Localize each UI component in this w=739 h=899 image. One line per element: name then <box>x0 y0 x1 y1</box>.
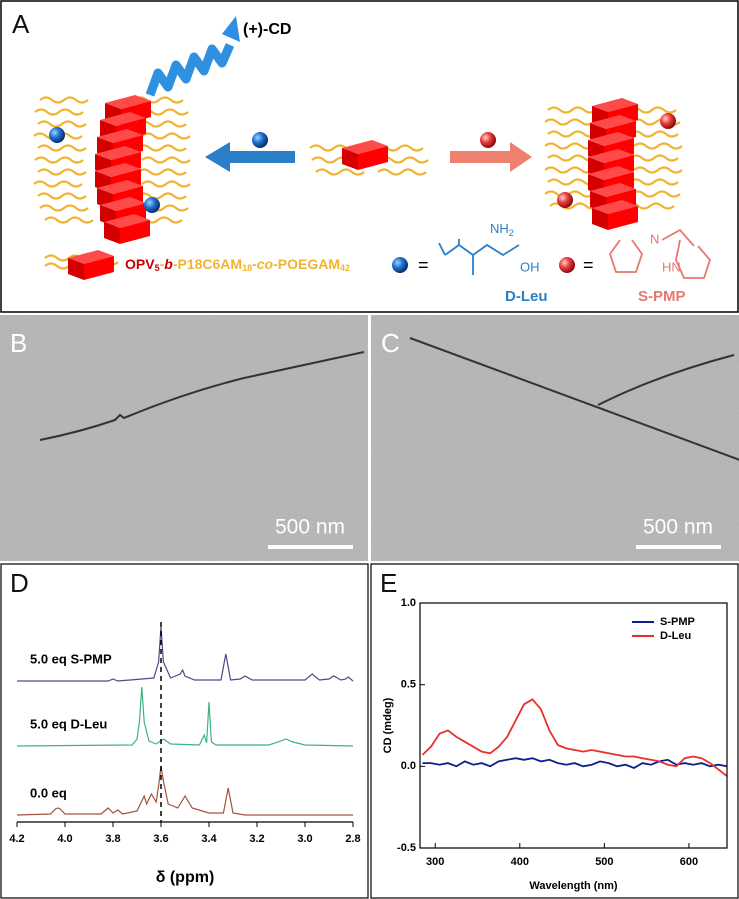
panel-b: B 500 nm <box>0 315 368 561</box>
fiber <box>409 337 739 461</box>
charts: 4.2 4.0 3.8 3.6 3.4 3.2 3.0 2.8 δ (ppm) 5.0 eq S-… <box>9 597 728 892</box>
s-pmp-name: S-PMP <box>638 288 686 305</box>
right-assembly <box>543 98 684 230</box>
spectrum <box>16 686 354 747</box>
x-tick-label: 300 <box>426 856 444 868</box>
y-tick-label: 0.0 <box>401 760 416 772</box>
panel-letter: D <box>10 568 29 598</box>
x-tick-label: 3.4 <box>201 833 217 845</box>
equals: = <box>583 255 594 275</box>
y-tick-label: -0.5 <box>397 842 416 854</box>
x-tick-label: 3.0 <box>297 833 312 845</box>
x-tick-label: 4.0 <box>57 833 72 845</box>
x-tick-label: 2.8 <box>345 833 360 845</box>
d-leu-sphere <box>392 257 408 273</box>
x-axis-label: δ (ppm) <box>156 869 215 886</box>
panel-a: A (+)-CD <box>0 0 739 313</box>
arrow-left <box>205 142 295 172</box>
x-tick-label: 600 <box>680 856 698 868</box>
x-tick-label: 3.2 <box>249 833 264 845</box>
panel-letter: C <box>381 328 400 358</box>
cd-helix-head <box>222 16 240 42</box>
cd-label: (+)-CD <box>243 21 291 38</box>
legend-label: S-PMP <box>660 616 695 628</box>
arrow-right <box>450 142 532 172</box>
spectrum-label: 0.0 eq <box>30 785 67 800</box>
spectrum-label: 5.0 eq D-Leu <box>30 716 107 731</box>
x-tick-label: 4.2 <box>9 833 24 845</box>
panel-letter: E <box>380 568 397 598</box>
panel-frame <box>0 563 369 899</box>
x-tick-label: 500 <box>595 856 613 868</box>
x-tick-label: 3.8 <box>105 833 120 845</box>
oh: OH <box>520 259 540 274</box>
legend-label: D-Leu <box>660 630 691 642</box>
scale-bar <box>636 545 721 549</box>
plot-frame <box>419 602 728 849</box>
panel-letter: A <box>12 9 30 39</box>
y-axis-label: CD (mdeg) <box>382 697 394 753</box>
fiber <box>39 351 365 441</box>
d-leu-sphere <box>252 132 268 148</box>
spectrum-label: 5.0 eq S-PMP <box>30 651 112 666</box>
spectrum <box>17 626 354 682</box>
hn-label: HN <box>662 259 681 274</box>
x-axis-label: Wavelength (nm) <box>529 880 618 892</box>
tem-texture <box>0 315 368 561</box>
scale-bar <box>268 545 353 549</box>
x-tick-label: 3.6 <box>153 833 168 845</box>
polymer-formula: OPV5-b-P18C6AM18-co-POEGAM42 <box>125 256 350 274</box>
left-assembly <box>32 95 192 244</box>
panel-frame <box>370 563 739 899</box>
scale-bar-label: 500 nm <box>275 516 345 539</box>
n-label: N <box>650 231 659 246</box>
d-leu-structure <box>438 239 520 275</box>
panel-c: C 500 nm <box>371 315 739 561</box>
y-tick-label: 0.5 <box>401 679 416 691</box>
d-leu-name: D-Leu <box>505 288 548 305</box>
nh2: NH2 <box>490 221 514 238</box>
s-pmp-sphere <box>559 257 575 273</box>
panel-letter: B <box>10 328 27 358</box>
scale-bar-label: 500 nm <box>643 516 713 539</box>
equals: = <box>418 255 429 275</box>
cd-line <box>421 698 727 777</box>
cd-helix <box>145 43 235 97</box>
spectrum <box>16 765 353 816</box>
x-tick-label: 400 <box>511 856 529 868</box>
s-pmp-structure <box>609 228 712 279</box>
s-pmp-sphere <box>480 132 496 148</box>
y-tick-label: 1.0 <box>401 597 416 609</box>
cd-line <box>422 757 727 769</box>
